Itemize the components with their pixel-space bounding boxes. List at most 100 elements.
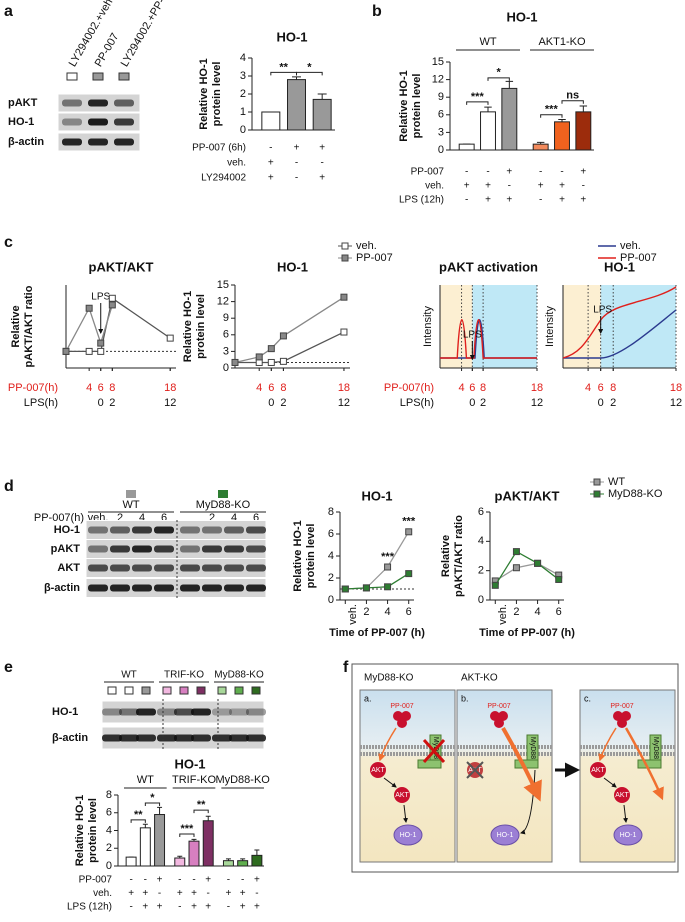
sig-label: ns (566, 90, 579, 102)
legend-marker (593, 478, 601, 486)
band (119, 708, 139, 716)
series-line (345, 531, 410, 590)
curve-veh (440, 319, 537, 359)
band (88, 564, 108, 572)
bar (237, 860, 249, 867)
y-tick-label: 3 (223, 345, 229, 357)
group-swatch (126, 490, 136, 498)
condition-mark: + (205, 875, 211, 886)
point (384, 583, 392, 591)
condition-mark: - (144, 875, 147, 886)
x-axis-label: Time of PP-007 (h) (329, 627, 425, 639)
condition-mark: + (240, 902, 246, 913)
y-axis-label: protein level (305, 524, 317, 589)
y-axis-label: pAKT/AKT ratio (453, 515, 465, 597)
point (405, 570, 413, 578)
condition-mark: - (129, 875, 132, 886)
condition-mark: - (178, 902, 181, 913)
group-label: WT (137, 774, 154, 786)
band (102, 708, 122, 716)
point (341, 585, 349, 593)
error-bar (484, 106, 492, 112)
chart-title: pAKT/AKT (495, 488, 560, 503)
lane-label: 6 (161, 512, 167, 524)
sig-bracket (540, 114, 563, 118)
chart-title: pAKT/AKT (89, 259, 154, 274)
bar (480, 111, 496, 151)
y-tick-label: 12 (217, 296, 229, 308)
drug (617, 718, 627, 728)
band (224, 545, 244, 553)
condition-label: PP-007 (79, 875, 113, 886)
bg-before (563, 285, 601, 368)
x-tick-label: 2 (480, 397, 486, 409)
legend-label: PP-007 (356, 252, 393, 264)
y-axis-label: pAKT/AKT ratio (23, 285, 35, 367)
x-tick-label: 8 (480, 382, 486, 394)
condition-mark: - (465, 195, 468, 206)
point (340, 328, 348, 336)
y-tick-label: 0 (328, 594, 334, 606)
condition-mark: + (268, 158, 274, 169)
band (114, 138, 134, 146)
bar (261, 111, 281, 131)
arrow (623, 804, 629, 823)
bar (139, 827, 151, 867)
myd88-label: MyD88 (529, 737, 536, 759)
series-line (345, 573, 410, 590)
band (224, 584, 244, 592)
y-tick-label: 6 (106, 807, 112, 819)
error-bar (205, 815, 211, 821)
band (229, 734, 249, 742)
point (555, 575, 563, 583)
condition-mark: + (464, 181, 470, 192)
band (246, 584, 266, 592)
y-axis-label: Relative HO-1 (74, 795, 86, 867)
y-tick-label: 0 (223, 362, 229, 374)
x-tick-label: 2 (610, 397, 616, 409)
series-line (494, 562, 560, 582)
band (132, 564, 152, 572)
condition-mark: + (485, 195, 491, 206)
y-axis-label: protein level (211, 62, 223, 127)
band (62, 118, 82, 126)
bar (202, 820, 214, 867)
point (405, 528, 413, 536)
sig-label: * (497, 67, 502, 79)
row-label: HO-1 (52, 706, 78, 718)
band (132, 545, 152, 553)
condition-mark: + (226, 888, 232, 899)
panel-label: d (4, 478, 14, 495)
bar (188, 840, 200, 867)
akt (370, 762, 386, 778)
chart-title: pAKT activation (439, 259, 538, 274)
x-tick-label: 6 (598, 382, 604, 394)
bar (312, 98, 332, 131)
chart-title: HO-1 (276, 29, 307, 44)
condition-label: veh. (227, 158, 246, 169)
band (119, 734, 139, 742)
y-axis-label: Intensity (422, 306, 434, 347)
chart-title: HO-1 (174, 756, 205, 771)
condition-label: PP-007 (411, 167, 445, 178)
band (246, 734, 266, 742)
panel-label: b (372, 3, 382, 20)
ho1 (393, 824, 423, 846)
lane-swatch (251, 686, 261, 695)
band (157, 734, 177, 742)
y-tick-label: 2 (106, 842, 112, 854)
pakt (614, 787, 630, 803)
condition-mark: + (268, 173, 274, 184)
condition-mark: + (240, 888, 246, 899)
band (180, 584, 200, 592)
panel-label: e (4, 659, 13, 676)
series-line (66, 297, 171, 353)
lane-swatch (217, 686, 227, 695)
ho1 (613, 824, 643, 846)
arrow (598, 727, 617, 762)
band (212, 708, 232, 716)
knockout-cross (466, 761, 484, 779)
panel-label: a (4, 3, 13, 20)
myd88-foot (514, 759, 539, 769)
y-tick-label: 0 (240, 124, 246, 136)
